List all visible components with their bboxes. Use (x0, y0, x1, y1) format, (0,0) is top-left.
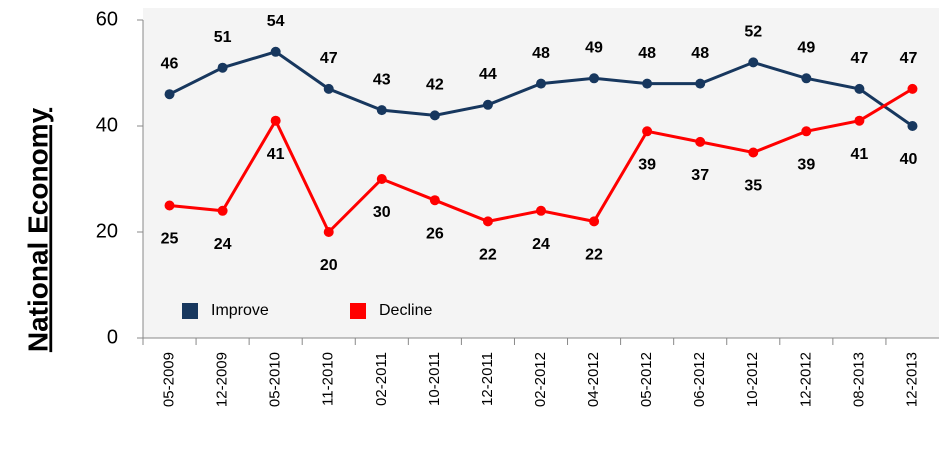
data-point (536, 78, 546, 89)
data-label: 44 (479, 66, 497, 83)
data-label: 35 (744, 178, 762, 195)
data-point (376, 174, 387, 184)
data-label: 26 (426, 225, 444, 242)
data-label: 20 (320, 257, 338, 274)
data-point (589, 216, 600, 227)
data-point (854, 83, 865, 94)
x-tick-label: 06-2012 (691, 352, 708, 407)
data-point (695, 136, 706, 147)
data-point (164, 200, 175, 211)
data-point (270, 115, 281, 126)
data-point (270, 46, 281, 57)
x-tick-label: 12-2011 (479, 352, 496, 406)
data-point (748, 147, 759, 158)
x-tick-label: 11-2010 (320, 352, 337, 406)
data-label: 48 (638, 45, 656, 62)
data-label: 46 (161, 55, 179, 72)
data-point (642, 126, 653, 137)
x-tick-label: 02-2011 (373, 352, 390, 406)
data-label: 54 (267, 13, 285, 30)
data-point (748, 57, 759, 68)
data-point (429, 195, 440, 206)
data-label: 24 (532, 236, 550, 253)
legend-label: Decline (379, 302, 432, 319)
x-tick-label: 05-2010 (267, 352, 284, 407)
data-label: 42 (426, 77, 444, 94)
data-point (907, 83, 918, 94)
data-label: 51 (214, 29, 232, 46)
data-label: 24 (214, 236, 232, 253)
plot-background (143, 8, 939, 338)
x-tick-label: 10-2012 (744, 352, 761, 407)
data-point (217, 205, 228, 216)
x-tick-label: 08-2013 (850, 352, 867, 407)
data-point (801, 73, 812, 84)
data-point (642, 78, 653, 89)
data-point (589, 73, 600, 84)
x-tick-label: 12-2013 (903, 352, 920, 407)
data-point (429, 110, 440, 121)
data-label: 25 (161, 231, 179, 248)
legend-swatch (350, 303, 366, 319)
data-label: 47 (851, 50, 869, 67)
y-axis-title: National Economy (22, 107, 53, 352)
data-point (164, 89, 175, 100)
data-point (376, 105, 387, 116)
x-tick-label: 12-2012 (797, 352, 814, 407)
data-label: 52 (744, 24, 762, 41)
data-label: 39 (797, 157, 815, 174)
x-tick-label: 05-2009 (161, 352, 178, 407)
x-tick-label: 02-2012 (532, 352, 549, 407)
data-label: 40 (900, 151, 918, 168)
y-tick-label: 20 (96, 220, 118, 242)
x-tick-label: 12-2009 (214, 352, 231, 407)
data-label: 47 (900, 50, 918, 67)
data-point (323, 83, 334, 94)
data-label: 30 (373, 204, 391, 221)
x-tick-label: 04-2012 (585, 352, 602, 407)
data-point (907, 121, 918, 131)
data-label: 48 (532, 45, 550, 62)
x-tick-label: 05-2012 (638, 352, 655, 407)
data-point (482, 216, 493, 227)
data-label: 47 (320, 50, 338, 67)
data-point (482, 99, 493, 110)
data-label: 41 (267, 146, 285, 163)
data-point (854, 115, 865, 126)
data-point (217, 62, 228, 73)
y-tick-label: 0 (107, 326, 118, 348)
data-label: 48 (691, 45, 709, 62)
legend-swatch (182, 303, 198, 319)
y-tick-label: 60 (96, 8, 118, 30)
data-label: 49 (797, 40, 815, 57)
data-label: 41 (851, 146, 869, 163)
data-label: 22 (585, 247, 603, 264)
data-point (801, 126, 812, 137)
data-point (323, 227, 334, 237)
data-label: 39 (638, 157, 656, 174)
legend-label: Improve (211, 302, 269, 319)
data-point (536, 205, 546, 216)
y-tick-label: 40 (96, 114, 118, 136)
data-label: 37 (691, 167, 709, 184)
data-point (695, 78, 706, 89)
data-label: 49 (585, 40, 603, 57)
x-tick-label: 10-2011 (426, 352, 443, 406)
data-label: 43 (373, 71, 391, 88)
data-label: 22 (479, 247, 497, 264)
